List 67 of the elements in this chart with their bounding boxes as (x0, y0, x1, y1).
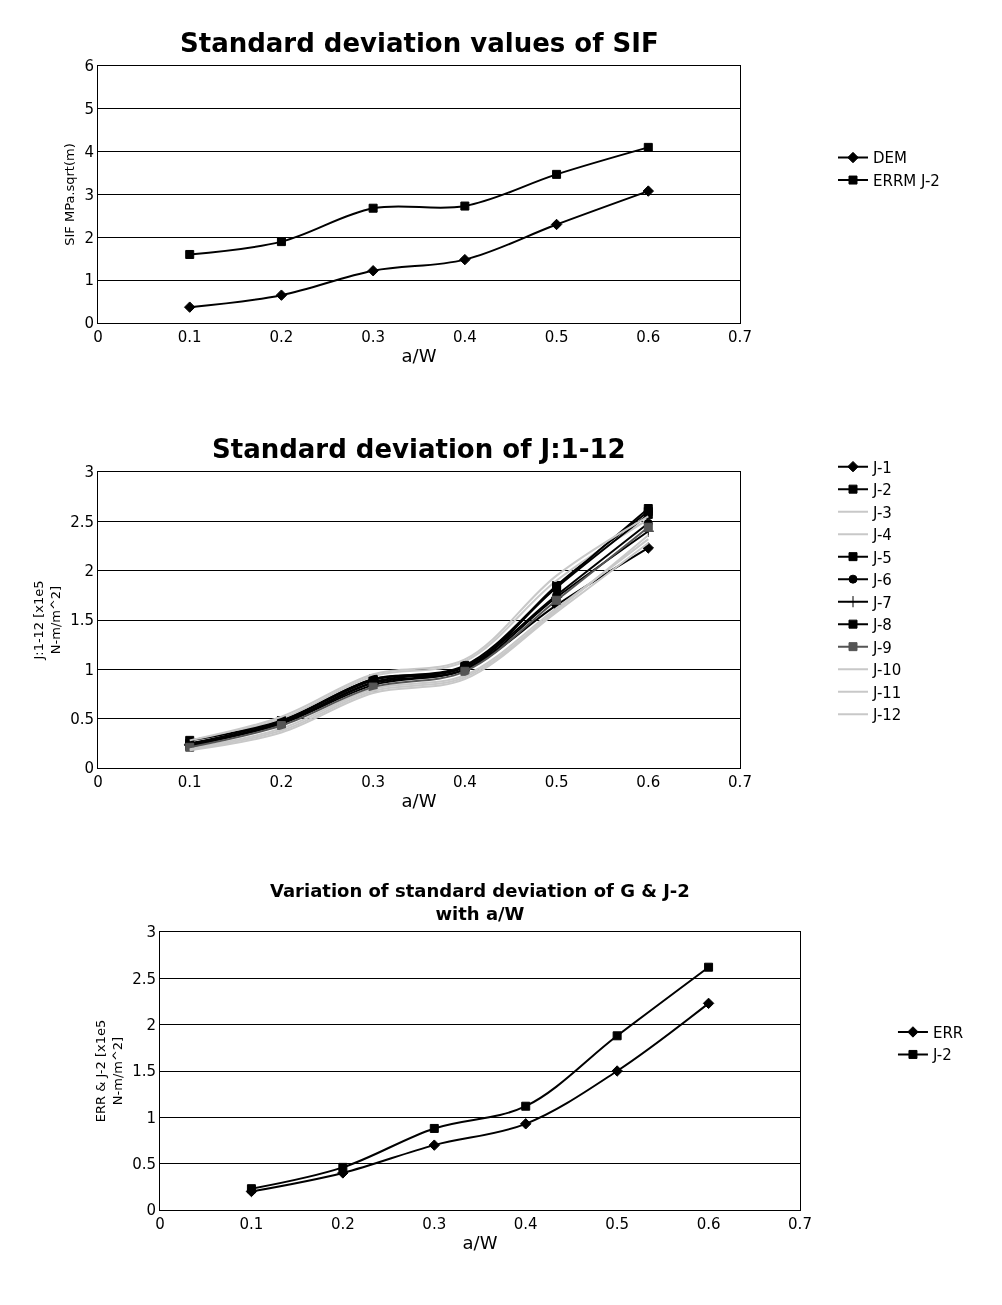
y-tick-label: 1 (84, 660, 94, 679)
x-tick-label: 0.3 (361, 328, 386, 346)
y-axis-title: J:1-12 [x1e5 N-m/m^2] (31, 580, 64, 661)
x-tick-label: 0.3 (361, 773, 386, 791)
y-tick-label: 5 (84, 100, 94, 119)
y-tick-label: 2.5 (132, 969, 156, 988)
y-tick-label: 0.5 (70, 709, 94, 728)
chart-title: Standard deviation values of SIF (180, 28, 659, 58)
y-tick-label: 3 (84, 463, 94, 482)
y-tick-label: 1.5 (132, 1062, 156, 1081)
x-axis-title: a/W (401, 345, 437, 367)
x-tick-label: 0.2 (269, 773, 294, 791)
legend-label: J-11 (872, 683, 902, 702)
x-tick-label: 0.7 (728, 328, 752, 346)
legend-label: J-2 (931, 1046, 952, 1065)
y-tick-label: 0 (146, 1201, 156, 1220)
y-tick-label: 2 (84, 561, 94, 580)
legend-label: J-1 (872, 458, 892, 477)
x-axis-title: a/W (462, 1232, 498, 1254)
y-tick-label: 2 (146, 1015, 156, 1034)
legend-label: ERR (932, 1023, 964, 1042)
y-tick-label: 4 (84, 142, 94, 161)
x-tick-label: 0.4 (452, 773, 477, 791)
x-tick-label: 0.7 (788, 1215, 812, 1233)
x-tick-label: 0.6 (696, 1215, 721, 1233)
x-tick-label: 0.6 (636, 773, 661, 791)
legend-label: J-4 (872, 526, 892, 544)
x-tick-label: 0.4 (513, 1215, 538, 1233)
y-tick-label: 0 (84, 759, 94, 778)
y-tick-label: 1 (146, 1108, 156, 1127)
y-tick-label: 0.5 (132, 1154, 156, 1173)
legend-label: J-2 (872, 481, 892, 499)
x-axis-title: a/W (401, 790, 437, 812)
legend-label: J-3 (872, 503, 892, 522)
x-tick-label: 0.5 (544, 328, 569, 346)
chart-title: Variation of standard deviation of G & J-2 with a/W (270, 880, 690, 925)
y-tick-label: 2.5 (70, 512, 94, 531)
x-tick-label: 0.5 (605, 1215, 630, 1233)
y-tick-label: 0 (84, 314, 94, 333)
legend-label: J-12 (872, 706, 902, 724)
legend-label: J-10 (872, 661, 902, 679)
y-tick-label: 3 (146, 923, 156, 942)
y-tick-label: 6 (84, 57, 94, 76)
legend-label: J-8 (872, 616, 892, 634)
x-tick-label: 0.3 (422, 1215, 447, 1233)
x-tick-label: 0.1 (239, 1215, 264, 1233)
x-tick-label: 0.2 (330, 1215, 355, 1233)
legend-label: ERRM J-2 (873, 171, 940, 190)
x-tick-label: 0.6 (636, 328, 661, 346)
legend-label: DEM (873, 149, 907, 168)
y-tick-label: 1 (84, 271, 94, 290)
x-tick-label: 0.2 (269, 328, 294, 346)
x-tick-label: 0.7 (728, 773, 752, 791)
y-tick-label: 1.5 (70, 611, 94, 630)
y-axis-title: SIF MPa.sqrt(m) (62, 143, 78, 246)
legend-label: J-5 (872, 548, 892, 567)
x-tick-label: 0.5 (544, 773, 569, 791)
chart-title: Standard deviation of J:1-12 (212, 434, 626, 464)
y-tick-label: 3 (84, 185, 94, 204)
legend-label: J-6 (872, 571, 892, 589)
y-axis-title: ERR & J-2 [x1e5 N-m/m^2] (93, 1019, 126, 1123)
x-tick-label: 0.1 (177, 328, 202, 346)
legend-label: J-9 (872, 638, 892, 657)
x-tick-label: 0.4 (452, 328, 477, 346)
x-tick-label: 0.1 (177, 773, 202, 791)
y-tick-label: 2 (84, 228, 94, 247)
legend-label: J-7 (872, 593, 892, 612)
